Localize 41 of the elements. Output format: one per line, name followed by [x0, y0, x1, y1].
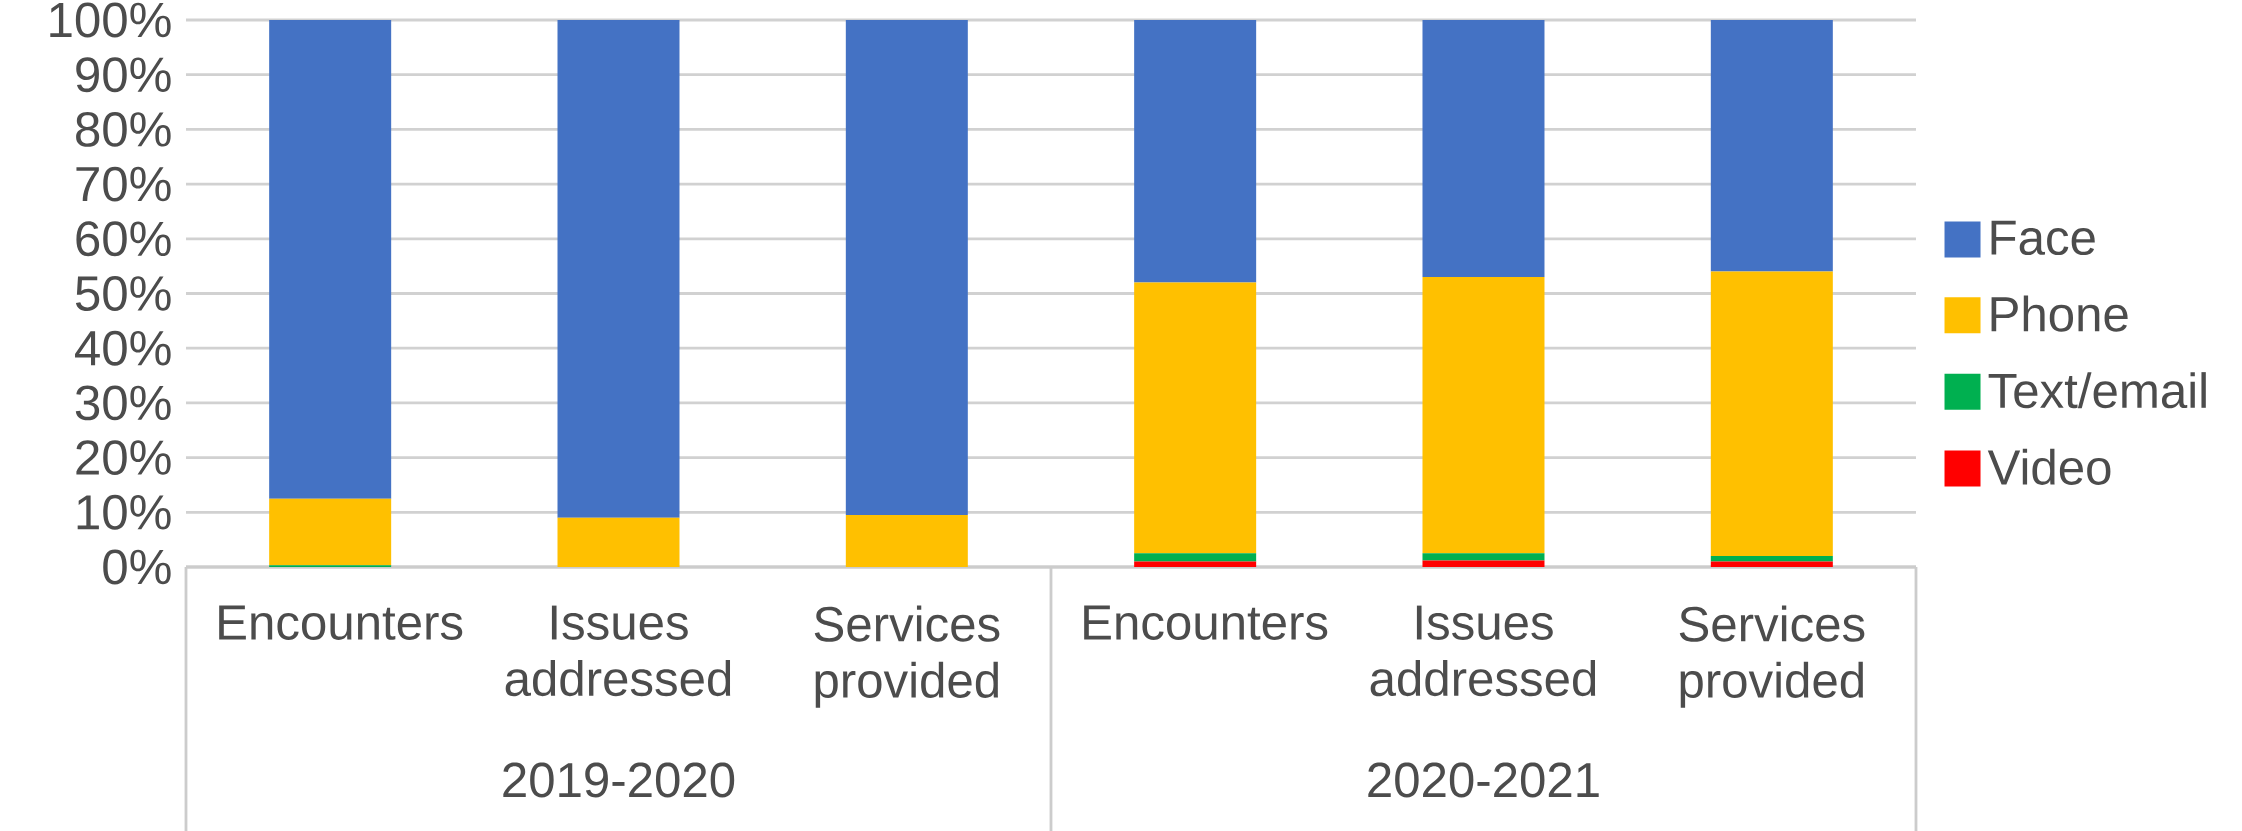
legend-label: Text/email	[1988, 372, 2206, 409]
bar	[269, 498, 392, 566]
x-tick-label: Issues addressed	[505, 605, 731, 697]
text: 2019-2020	[503, 762, 735, 798]
y-tick-label: 70%	[76, 166, 171, 202]
x-tick-label: Encounters	[1084, 605, 1328, 640]
y-tick-label: 60%	[76, 221, 171, 257]
bar	[1134, 561, 1257, 568]
bar	[557, 20, 680, 518]
bar	[845, 515, 968, 568]
bar	[1134, 282, 1257, 554]
x-tick-label: Encounters	[219, 605, 463, 640]
bar	[1422, 553, 1545, 561]
bar	[1422, 277, 1545, 554]
y-tick-label: 100%	[50, 2, 171, 38]
y-tick-label: 50%	[75, 276, 171, 311]
x-tick-label: Issues addressed	[1370, 605, 1596, 697]
legend-label: Face	[1991, 220, 2095, 256]
bar	[1134, 20, 1257, 283]
bar	[1134, 553, 1257, 562]
bar	[1710, 556, 1833, 562]
legend-label: Phone	[1991, 295, 2128, 332]
y-tick-label: 20%	[76, 440, 171, 476]
x-tick-label: Services provided	[814, 605, 1000, 708]
y-tick-label: 80%	[76, 111, 171, 147]
y-tick-label: 90%	[76, 57, 171, 93]
y-tick-label: 10%	[77, 494, 171, 530]
bar	[1710, 561, 1833, 568]
bar	[557, 517, 680, 568]
y-tick-label: 40%	[75, 330, 171, 366]
y-tick-label: 0%	[103, 549, 171, 585]
bar	[1422, 560, 1545, 568]
y-tick-label: 30%	[75, 385, 171, 421]
bar	[1710, 20, 1833, 272]
legend-label: Video	[1987, 448, 2111, 485]
bar	[1710, 271, 1833, 557]
bar	[269, 20, 392, 499]
x-tick-label: Services provided	[1679, 605, 1865, 708]
bar	[845, 20, 968, 516]
bar	[1422, 20, 1545, 278]
text: 2020-2021	[1368, 762, 1599, 798]
